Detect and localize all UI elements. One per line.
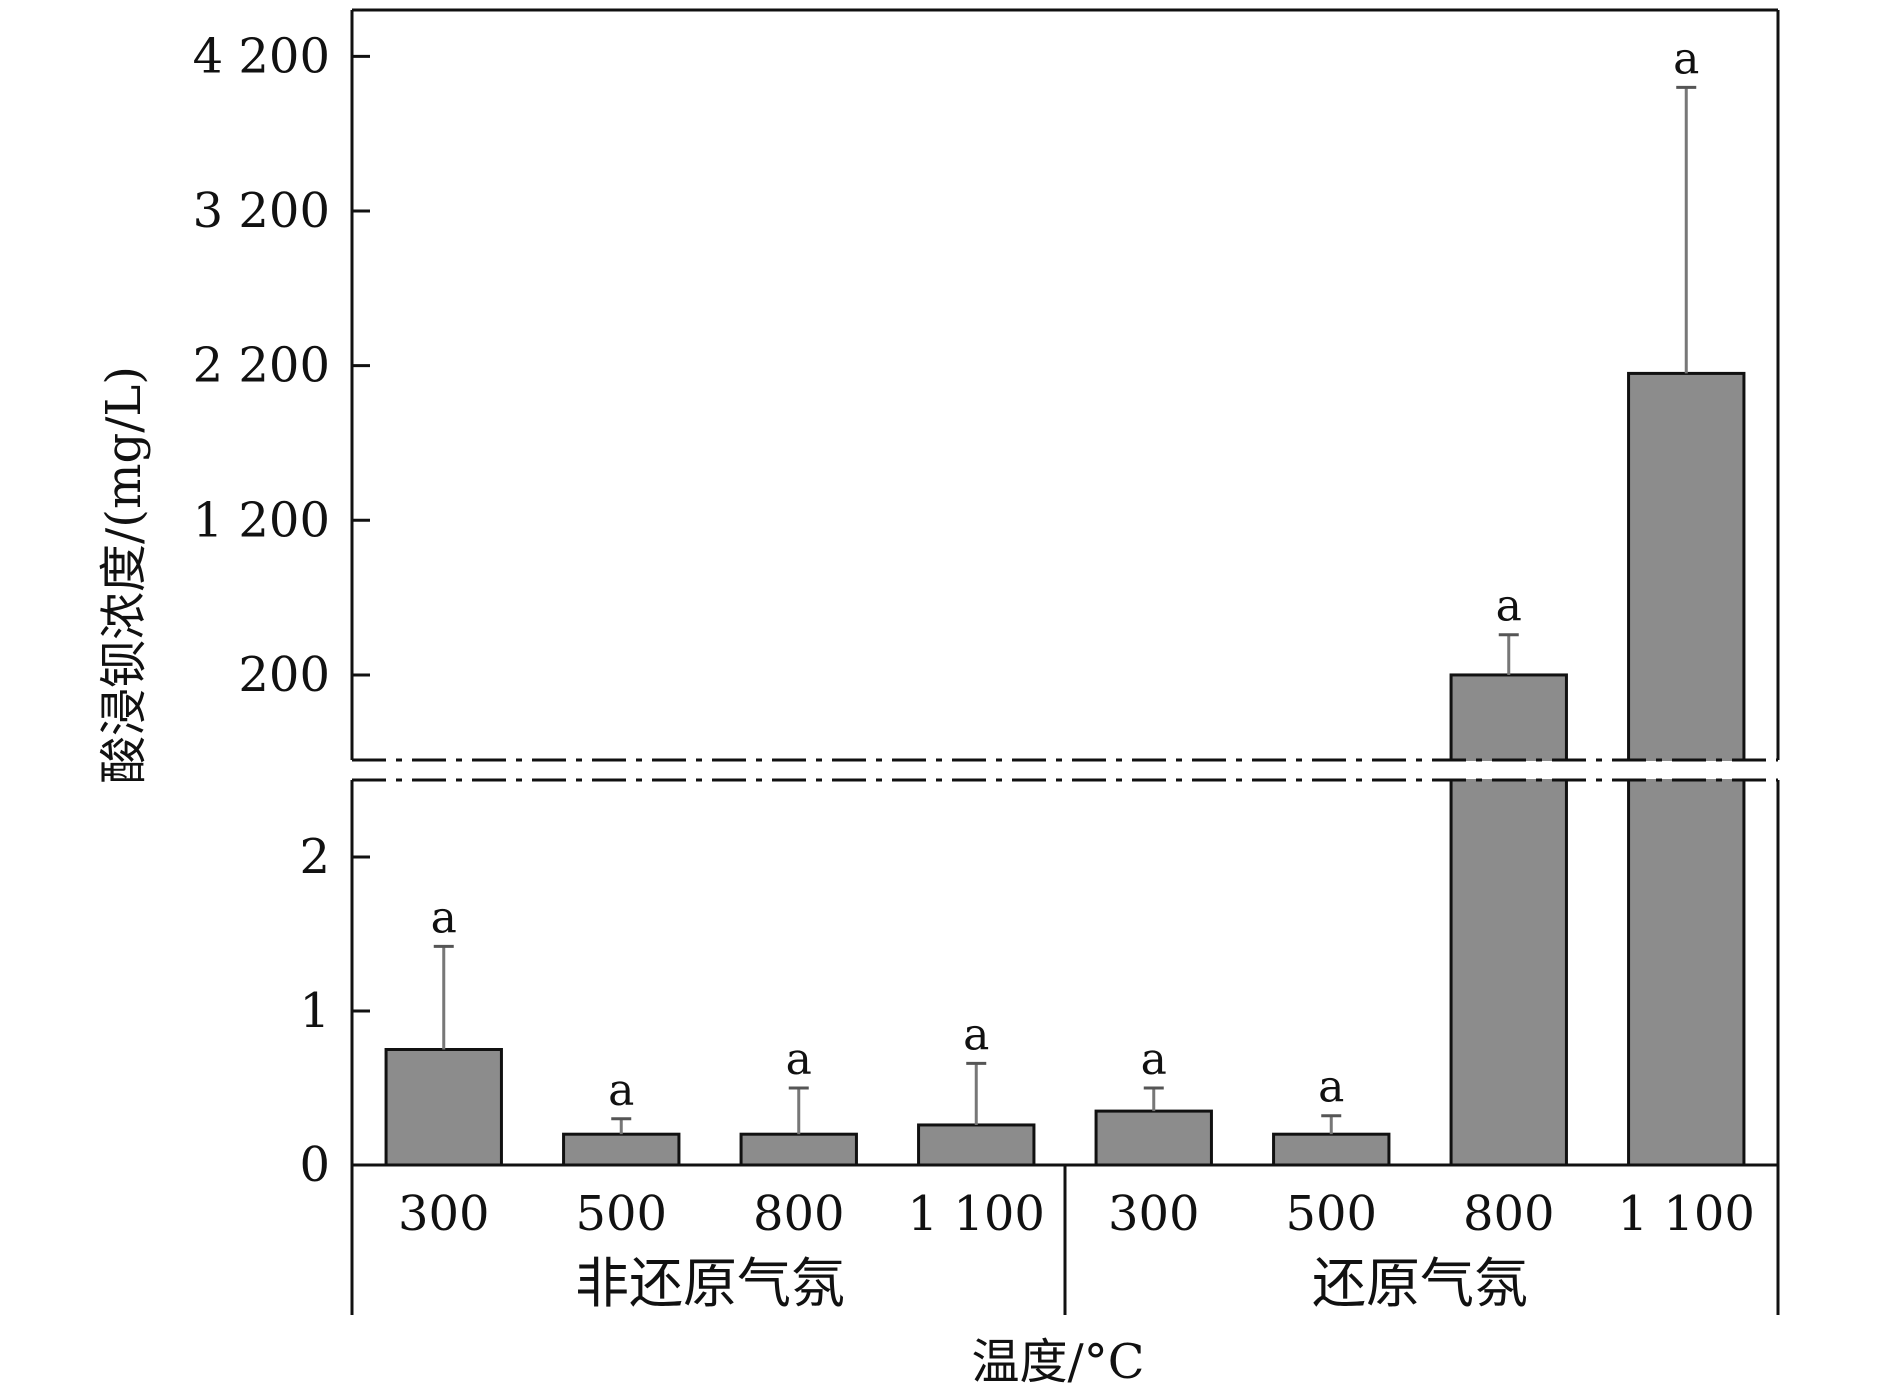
axes-layer (350, 8, 1780, 1315)
bar (1449, 673, 1568, 1167)
x-tick-label: 300 (398, 1186, 490, 1242)
significance-label: a (786, 1034, 812, 1085)
x-tick-label: 500 (1285, 1186, 1377, 1242)
y-tick-label: 200 (238, 647, 330, 703)
x-tick-label: 1 100 (1618, 1186, 1755, 1242)
y-tick-label: 2 (299, 829, 330, 885)
y-tick-label: 0 (299, 1137, 330, 1193)
significance-label: a (1141, 1034, 1167, 1085)
labels-layer: a 300 a 500 a 800 a 1 100 a 300 a 500 a 800 a 1 100 0 1 2 2… (193, 28, 1755, 1315)
x-tick-label: 500 (575, 1186, 667, 1242)
significance-label: a (608, 1065, 634, 1116)
significance-label: a (1673, 33, 1699, 84)
bar (1272, 1132, 1391, 1167)
x-tick-label: 800 (1463, 1186, 1555, 1242)
x-tick-label: 800 (753, 1186, 845, 1242)
x-tick-label: 1 100 (908, 1186, 1045, 1242)
y-tick-label: 2 200 (193, 338, 330, 394)
y-tick-label: 1 (299, 983, 330, 1039)
significance-label: a (431, 892, 457, 943)
bar (384, 1048, 503, 1167)
bar (917, 1123, 1036, 1167)
y-tick-label: 4 200 (193, 28, 330, 84)
significance-label: a (1318, 1062, 1344, 1113)
bar-break-gap (1626, 761, 1746, 779)
group-label: 还原气氛 (1312, 1252, 1528, 1315)
bar (562, 1132, 681, 1167)
y-axis-title: 酸浸钡浓度/(mg/L) (96, 366, 152, 784)
bar-break-gap (1449, 761, 1569, 779)
bar (739, 1132, 858, 1167)
y-tick-label: 3 200 (193, 183, 330, 239)
group-label: 非还原气氛 (575, 1252, 845, 1315)
bar (1094, 1109, 1213, 1167)
x-axis-title: 温度/°C (972, 1334, 1145, 1390)
x-tick-label: 300 (1108, 1186, 1200, 1242)
y-tick-label: 1 200 (193, 492, 330, 548)
significance-label: a (1496, 581, 1522, 632)
bars-layer (384, 85, 1746, 1167)
significance-label: a (963, 1009, 989, 1060)
